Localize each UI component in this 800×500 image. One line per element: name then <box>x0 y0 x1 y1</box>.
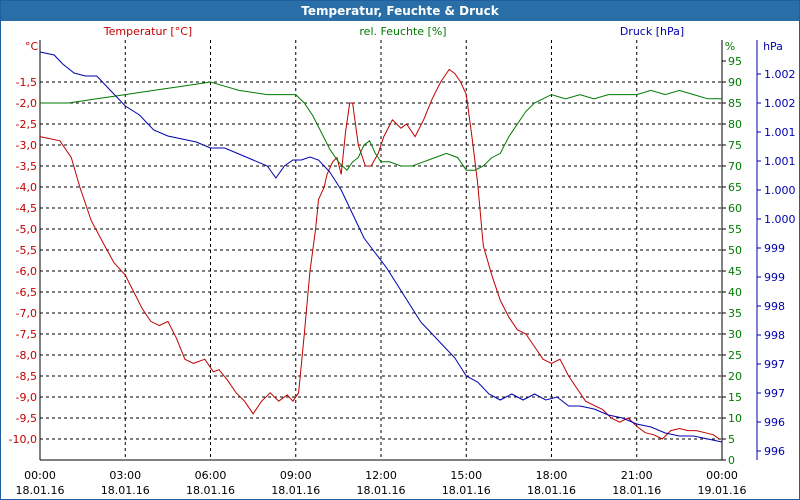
humidity-tick-label: 95 <box>728 55 742 68</box>
humidity-tick-label: 35 <box>728 307 742 320</box>
humidity-tick-label: 25 <box>728 349 742 362</box>
x-tick-date: 18.01.16 <box>527 484 576 497</box>
x-tick-time: 18:00 <box>536 469 568 482</box>
temperature-tick-label: -9,0 <box>16 391 37 404</box>
x-tick-time: 06:00 <box>195 469 227 482</box>
temperature-tick-label: -4,5 <box>16 202 37 215</box>
temperature-tick-label: -6,0 <box>16 265 37 278</box>
temperature-tick-label: -8,0 <box>16 349 37 362</box>
humidity-tick-label: 70 <box>728 160 742 173</box>
pressure-tick-label: 1.002 <box>764 97 796 110</box>
pressure-tick-label: 996 <box>764 416 785 429</box>
pressure-tick-label: 1.000 <box>764 184 796 197</box>
humidity-tick-label: 20 <box>728 370 742 383</box>
temperature-tick-label: -7,0 <box>16 307 37 320</box>
humidity-tick-label: 30 <box>728 328 742 341</box>
series-line-humidity <box>40 81 722 171</box>
temperature-tick-label: -2,0 <box>16 97 37 110</box>
x-tick-date: 18.01.16 <box>271 484 320 497</box>
temperature-tick-label: -4,0 <box>16 181 37 194</box>
humidity-tick-label: 55 <box>728 223 742 236</box>
temperature-tick-label: -1,5 <box>16 76 37 89</box>
temperature-tick-label: -9,5 <box>16 412 37 425</box>
temperature-tick-label: -8,5 <box>16 370 37 383</box>
temperature-tick-label: -5,5 <box>16 244 37 257</box>
x-tick-date: 18.01.16 <box>16 484 65 497</box>
humidity-tick-label: 85 <box>728 97 742 110</box>
humidity-tick-label: 60 <box>728 202 742 215</box>
humidity-tick-label: 5 <box>728 433 735 446</box>
x-tick-date: 18.01.16 <box>186 484 235 497</box>
humidity-tick-label: 40 <box>728 286 742 299</box>
x-tick-time: 15:00 <box>450 469 482 482</box>
tick-labels: -1,5 -2,0 -2,5 -3,0 -3,5 -4,0 -4,5 -5,0 -5,5 -6,0… <box>9 25 796 497</box>
x-tick-date: 18.01.16 <box>101 484 150 497</box>
pressure-axis-title: Druck [hPa] <box>620 25 684 38</box>
x-tick-date: 18.01.16 <box>357 484 406 497</box>
window-title: Temperatur, Feuchte & Druck <box>1 1 799 21</box>
pressure-tick-label: 996 <box>764 445 785 458</box>
humidity-tick-label: 80 <box>728 118 742 131</box>
humidity-axis-title: rel. Feuchte [%] <box>359 25 446 38</box>
pressure-tick-label: 998 <box>764 300 785 313</box>
x-tick-time: 12:00 <box>365 469 397 482</box>
pressure-tick-label: 997 <box>764 387 785 400</box>
x-tick-time: 21:00 <box>621 469 653 482</box>
x-tick-time: 03:00 <box>109 469 141 482</box>
series-lines <box>39 51 723 443</box>
humidity-tick-label: 75 <box>728 139 742 152</box>
temperature-unit: °C <box>25 40 39 53</box>
x-tick-time: 09:00 <box>280 469 312 482</box>
humidity-tick-label: 45 <box>728 265 742 278</box>
humidity-unit: % <box>725 40 735 53</box>
humidity-tick-label: 65 <box>728 181 742 194</box>
series-line-temperature <box>39 68 720 440</box>
temperature-tick-label: -10,0 <box>9 433 37 446</box>
temperature-tick-label: -7,5 <box>16 328 37 341</box>
humidity-tick-label: 50 <box>728 244 742 257</box>
humidity-tick-label: 90 <box>728 76 742 89</box>
temperature-tick-label: -5,0 <box>16 223 37 236</box>
temperature-axis-title: Temperatur [°C] <box>103 25 192 38</box>
pressure-unit: hPa <box>763 40 783 53</box>
pressure-tick-label: 997 <box>764 358 785 371</box>
pressure-tick-label: 999 <box>764 271 785 284</box>
temperature-tick-label: -3,0 <box>16 139 37 152</box>
x-tick-time: 00:00 <box>24 469 56 482</box>
pressure-tick-label: 998 <box>764 329 785 342</box>
humidity-tick-label: 10 <box>728 412 742 425</box>
humidity-tick-label: 15 <box>728 391 742 404</box>
x-tick-date: 19.01.16 <box>698 484 747 497</box>
series-line-pressure <box>39 51 723 443</box>
grid <box>40 40 722 460</box>
temperature-tick-label: -3,5 <box>16 160 37 173</box>
pressure-tick-label: 1.000 <box>764 213 796 226</box>
pressure-tick-label: 1.001 <box>764 155 796 168</box>
x-tick-date: 18.01.16 <box>612 484 661 497</box>
pressure-tick-label: 1.002 <box>764 68 796 81</box>
x-tick-date: 18.01.16 <box>442 484 491 497</box>
x-tick-time: 00:00 <box>706 469 738 482</box>
axes <box>39 40 761 461</box>
temperature-tick-label: -6,5 <box>16 286 37 299</box>
temperature-tick-label: -2,5 <box>16 118 37 131</box>
pressure-tick-label: 1.001 <box>764 126 796 139</box>
humidity-tick-label: 0 <box>728 454 735 467</box>
pressure-tick-label: 999 <box>764 242 785 255</box>
